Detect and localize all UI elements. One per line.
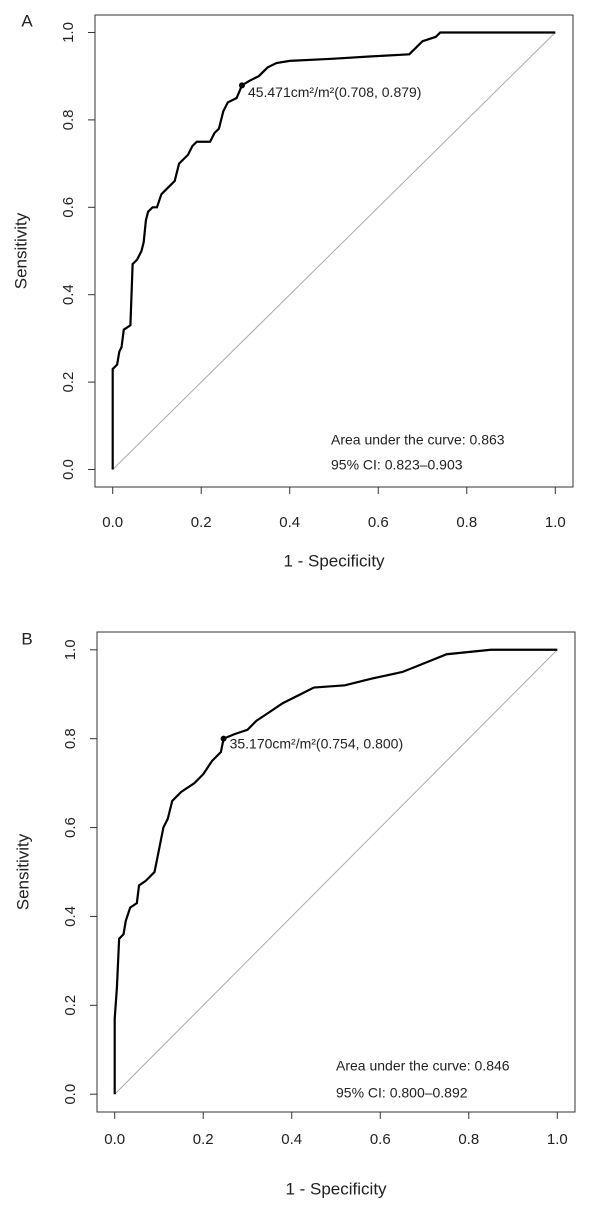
y-tick-label: 0.4 bbox=[60, 284, 77, 305]
x-axis-label: 1 - Specificity bbox=[283, 551, 385, 570]
x-tick-label: 0.4 bbox=[281, 1131, 302, 1148]
annotation: 95% CI: 0.823–0.903 bbox=[331, 457, 463, 473]
cutoff-point bbox=[220, 735, 227, 742]
x-tick-label: 1.0 bbox=[545, 514, 566, 531]
x-tick-label: 0.0 bbox=[104, 1131, 125, 1148]
cutoff-label: 45.471cm²/m²(0.708, 0.879) bbox=[248, 84, 422, 100]
y-axis-label: Sensitivity bbox=[11, 212, 30, 289]
y-axis-label: Sensitivity bbox=[13, 833, 32, 910]
x-tick-label: 0.6 bbox=[368, 514, 389, 531]
reference-diagonal bbox=[112, 32, 556, 470]
y-tick-label: 0.6 bbox=[62, 817, 79, 838]
x-tick-label: 0.8 bbox=[458, 1131, 479, 1148]
y-tick-label: 0.2 bbox=[60, 372, 77, 393]
panel-label: B bbox=[21, 629, 32, 648]
plot-frame bbox=[96, 631, 576, 1113]
annotation: Area under the curve: 0.863 bbox=[331, 432, 505, 448]
y-tick-label: 1.0 bbox=[62, 639, 79, 660]
plot-frame bbox=[94, 14, 574, 488]
annotation: Area under the curve: 0.846 bbox=[336, 1058, 510, 1074]
cutoff-label: 35.170cm²/m²(0.754, 0.800) bbox=[230, 735, 404, 751]
x-tick-label: 0.0 bbox=[102, 514, 123, 531]
x-tick-label: 0.2 bbox=[193, 1131, 214, 1148]
y-tick-label: 0.0 bbox=[62, 1084, 79, 1105]
y-tick-label: 0.2 bbox=[62, 995, 79, 1016]
cutoff-point bbox=[238, 82, 245, 89]
y-tick-label: 0.0 bbox=[60, 459, 77, 480]
y-tick-label: 0.6 bbox=[60, 197, 77, 218]
x-axis-label: 1 - Specificity bbox=[285, 1179, 387, 1198]
y-tick-label: 0.8 bbox=[62, 728, 79, 749]
panel-label: A bbox=[21, 11, 33, 30]
y-tick-label: 1.0 bbox=[60, 22, 77, 43]
x-tick-label: 0.8 bbox=[456, 514, 477, 531]
roc-curve bbox=[113, 648, 558, 1095]
x-tick-label: 0.6 bbox=[370, 1131, 391, 1148]
reference-diagonal bbox=[114, 649, 558, 1095]
roc-curve bbox=[111, 31, 556, 470]
annotation: 95% CI: 0.800–0.892 bbox=[336, 1085, 468, 1101]
y-tick-label: 0.4 bbox=[62, 906, 79, 927]
y-tick-label: 0.8 bbox=[60, 109, 77, 130]
x-tick-label: 0.2 bbox=[191, 514, 212, 531]
x-tick-label: 0.4 bbox=[279, 514, 300, 531]
x-tick-label: 1.0 bbox=[547, 1131, 568, 1148]
